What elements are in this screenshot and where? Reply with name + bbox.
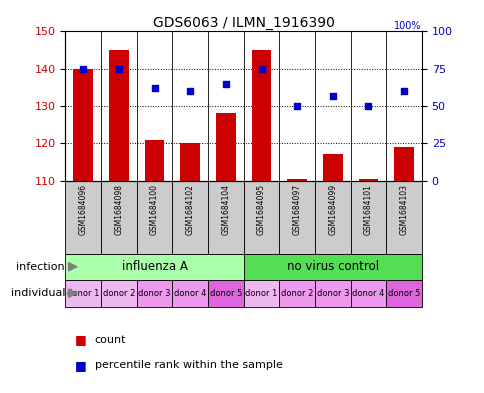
Bar [216,114,235,181]
Text: ■: ■ [75,333,87,347]
Bar [208,181,243,253]
Point [293,103,301,109]
Bar [136,280,172,307]
Bar [74,69,93,181]
Bar [109,50,128,181]
Bar [180,143,199,181]
Point [151,85,158,91]
Point [186,88,194,94]
Text: donor 4: donor 4 [174,289,206,298]
Text: donor 5: donor 5 [387,289,420,298]
Text: GSM1684095: GSM1684095 [257,184,266,235]
Text: GSM1684098: GSM1684098 [114,184,123,235]
Title: GDS6063 / ILMN_1916390: GDS6063 / ILMN_1916390 [152,17,334,30]
Bar [322,154,342,181]
Text: donor 1: donor 1 [67,289,99,298]
Bar [172,181,208,253]
Bar [172,280,208,307]
Text: donor 3: donor 3 [316,289,348,298]
Text: infection: infection [16,262,65,272]
Bar [314,280,350,307]
Bar [243,280,279,307]
Point [399,88,407,94]
Bar [314,181,350,253]
Point [222,81,229,87]
Bar [385,181,421,253]
Bar [145,140,164,181]
Text: donor 3: donor 3 [138,289,170,298]
Text: GSM1684101: GSM1684101 [363,184,372,235]
Text: donor 5: donor 5 [209,289,242,298]
Bar [279,181,314,253]
Text: GSM1684102: GSM1684102 [185,184,195,235]
Text: GSM1684099: GSM1684099 [328,184,337,235]
Text: no virus control: no virus control [286,260,378,273]
Bar [101,280,136,307]
Text: donor 2: donor 2 [103,289,135,298]
Text: influenza A: influenza A [121,260,187,273]
Text: donor 2: donor 2 [280,289,313,298]
Bar [385,280,421,307]
Text: donor 1: donor 1 [245,289,277,298]
Bar [243,253,421,280]
Point [115,66,122,72]
Bar [287,179,306,181]
Bar [136,181,172,253]
Bar [208,280,243,307]
Text: GSM1684100: GSM1684100 [150,184,159,235]
Bar [101,181,136,253]
Text: GSM1684104: GSM1684104 [221,184,230,235]
Bar [65,253,243,280]
Text: GSM1684103: GSM1684103 [399,184,408,235]
Point [364,103,372,109]
Text: GSM1684097: GSM1684097 [292,184,301,235]
Point [257,66,265,72]
Text: donor 4: donor 4 [351,289,384,298]
Bar [65,181,101,253]
Bar [65,280,101,307]
Point [328,92,336,99]
Bar [243,181,279,253]
Point [79,66,87,72]
Text: ■: ■ [75,359,87,372]
Bar [350,280,385,307]
Text: individual: individual [11,288,65,298]
Text: 100%: 100% [393,21,421,31]
Bar [358,179,378,181]
Bar [350,181,385,253]
Text: count: count [94,335,126,345]
Text: GSM1684096: GSM1684096 [78,184,88,235]
Bar [279,280,314,307]
Bar [393,147,413,181]
Text: percentile rank within the sample: percentile rank within the sample [94,360,282,371]
Bar [251,50,271,181]
